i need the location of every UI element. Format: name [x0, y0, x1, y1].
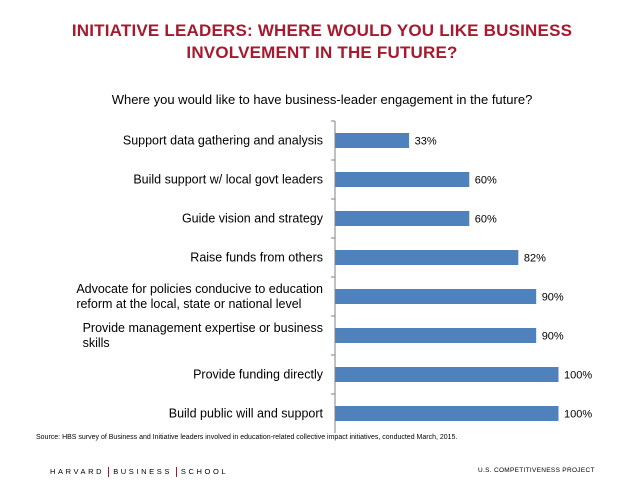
- category-label: skills: [83, 336, 110, 350]
- category-label: reform at the local, state or national l…: [76, 297, 301, 311]
- category-label: Build public will and support: [169, 407, 324, 421]
- bar: [335, 211, 470, 226]
- logo-divider: [108, 467, 110, 478]
- bar: [335, 250, 519, 265]
- category-label: Build support w/ local govt leaders: [133, 173, 323, 187]
- bar-value-label: 90%: [542, 331, 564, 343]
- category-label: Provide management expertise or business: [83, 321, 323, 335]
- bar: [335, 172, 470, 187]
- project-name: U.S. COMPETITIVENESS PROJECT: [478, 467, 595, 474]
- logo-business: BUSINESS: [113, 467, 172, 476]
- bar-value-label: 60%: [475, 175, 497, 187]
- category-label: Guide vision and strategy: [182, 212, 324, 226]
- bar: [335, 133, 410, 148]
- bar-value-label: 90%: [542, 292, 564, 304]
- bar-value-label: 60%: [475, 214, 497, 226]
- bar: [335, 406, 559, 421]
- logo-harvard: HARVARD: [50, 467, 105, 476]
- chart-title: Where you would like to have business-le…: [111, 92, 533, 107]
- category-label: Provide funding directly: [193, 368, 324, 382]
- title-line-2: INVOLVEMENT IN THE FUTURE?: [186, 43, 458, 62]
- category-label: Raise funds from others: [190, 251, 323, 265]
- bar: [335, 367, 559, 382]
- hbs-logo: HARVARD BUSINESS SCHOOL: [50, 467, 229, 478]
- bar-value-label: 100%: [564, 370, 592, 382]
- category-label: Advocate for policies conducive to educa…: [76, 282, 323, 296]
- page-title: INITIATIVE LEADERS: WHERE WOULD YOU LIKE…: [0, 20, 644, 64]
- category-label: Support data gathering and analysis: [123, 134, 323, 148]
- bar: [335, 328, 537, 343]
- source-note: Source: HBS survey of Business and Initi…: [36, 434, 458, 441]
- logo-divider: [175, 467, 177, 478]
- bar-value-label: 33%: [415, 136, 437, 148]
- title-line-1: INITIATIVE LEADERS: WHERE WOULD YOU LIKE…: [71, 21, 573, 40]
- bar-value-label: 100%: [564, 409, 592, 421]
- bar-value-label: 82%: [524, 253, 546, 265]
- logo-school: SCHOOL: [180, 467, 229, 476]
- bar: [335, 289, 537, 304]
